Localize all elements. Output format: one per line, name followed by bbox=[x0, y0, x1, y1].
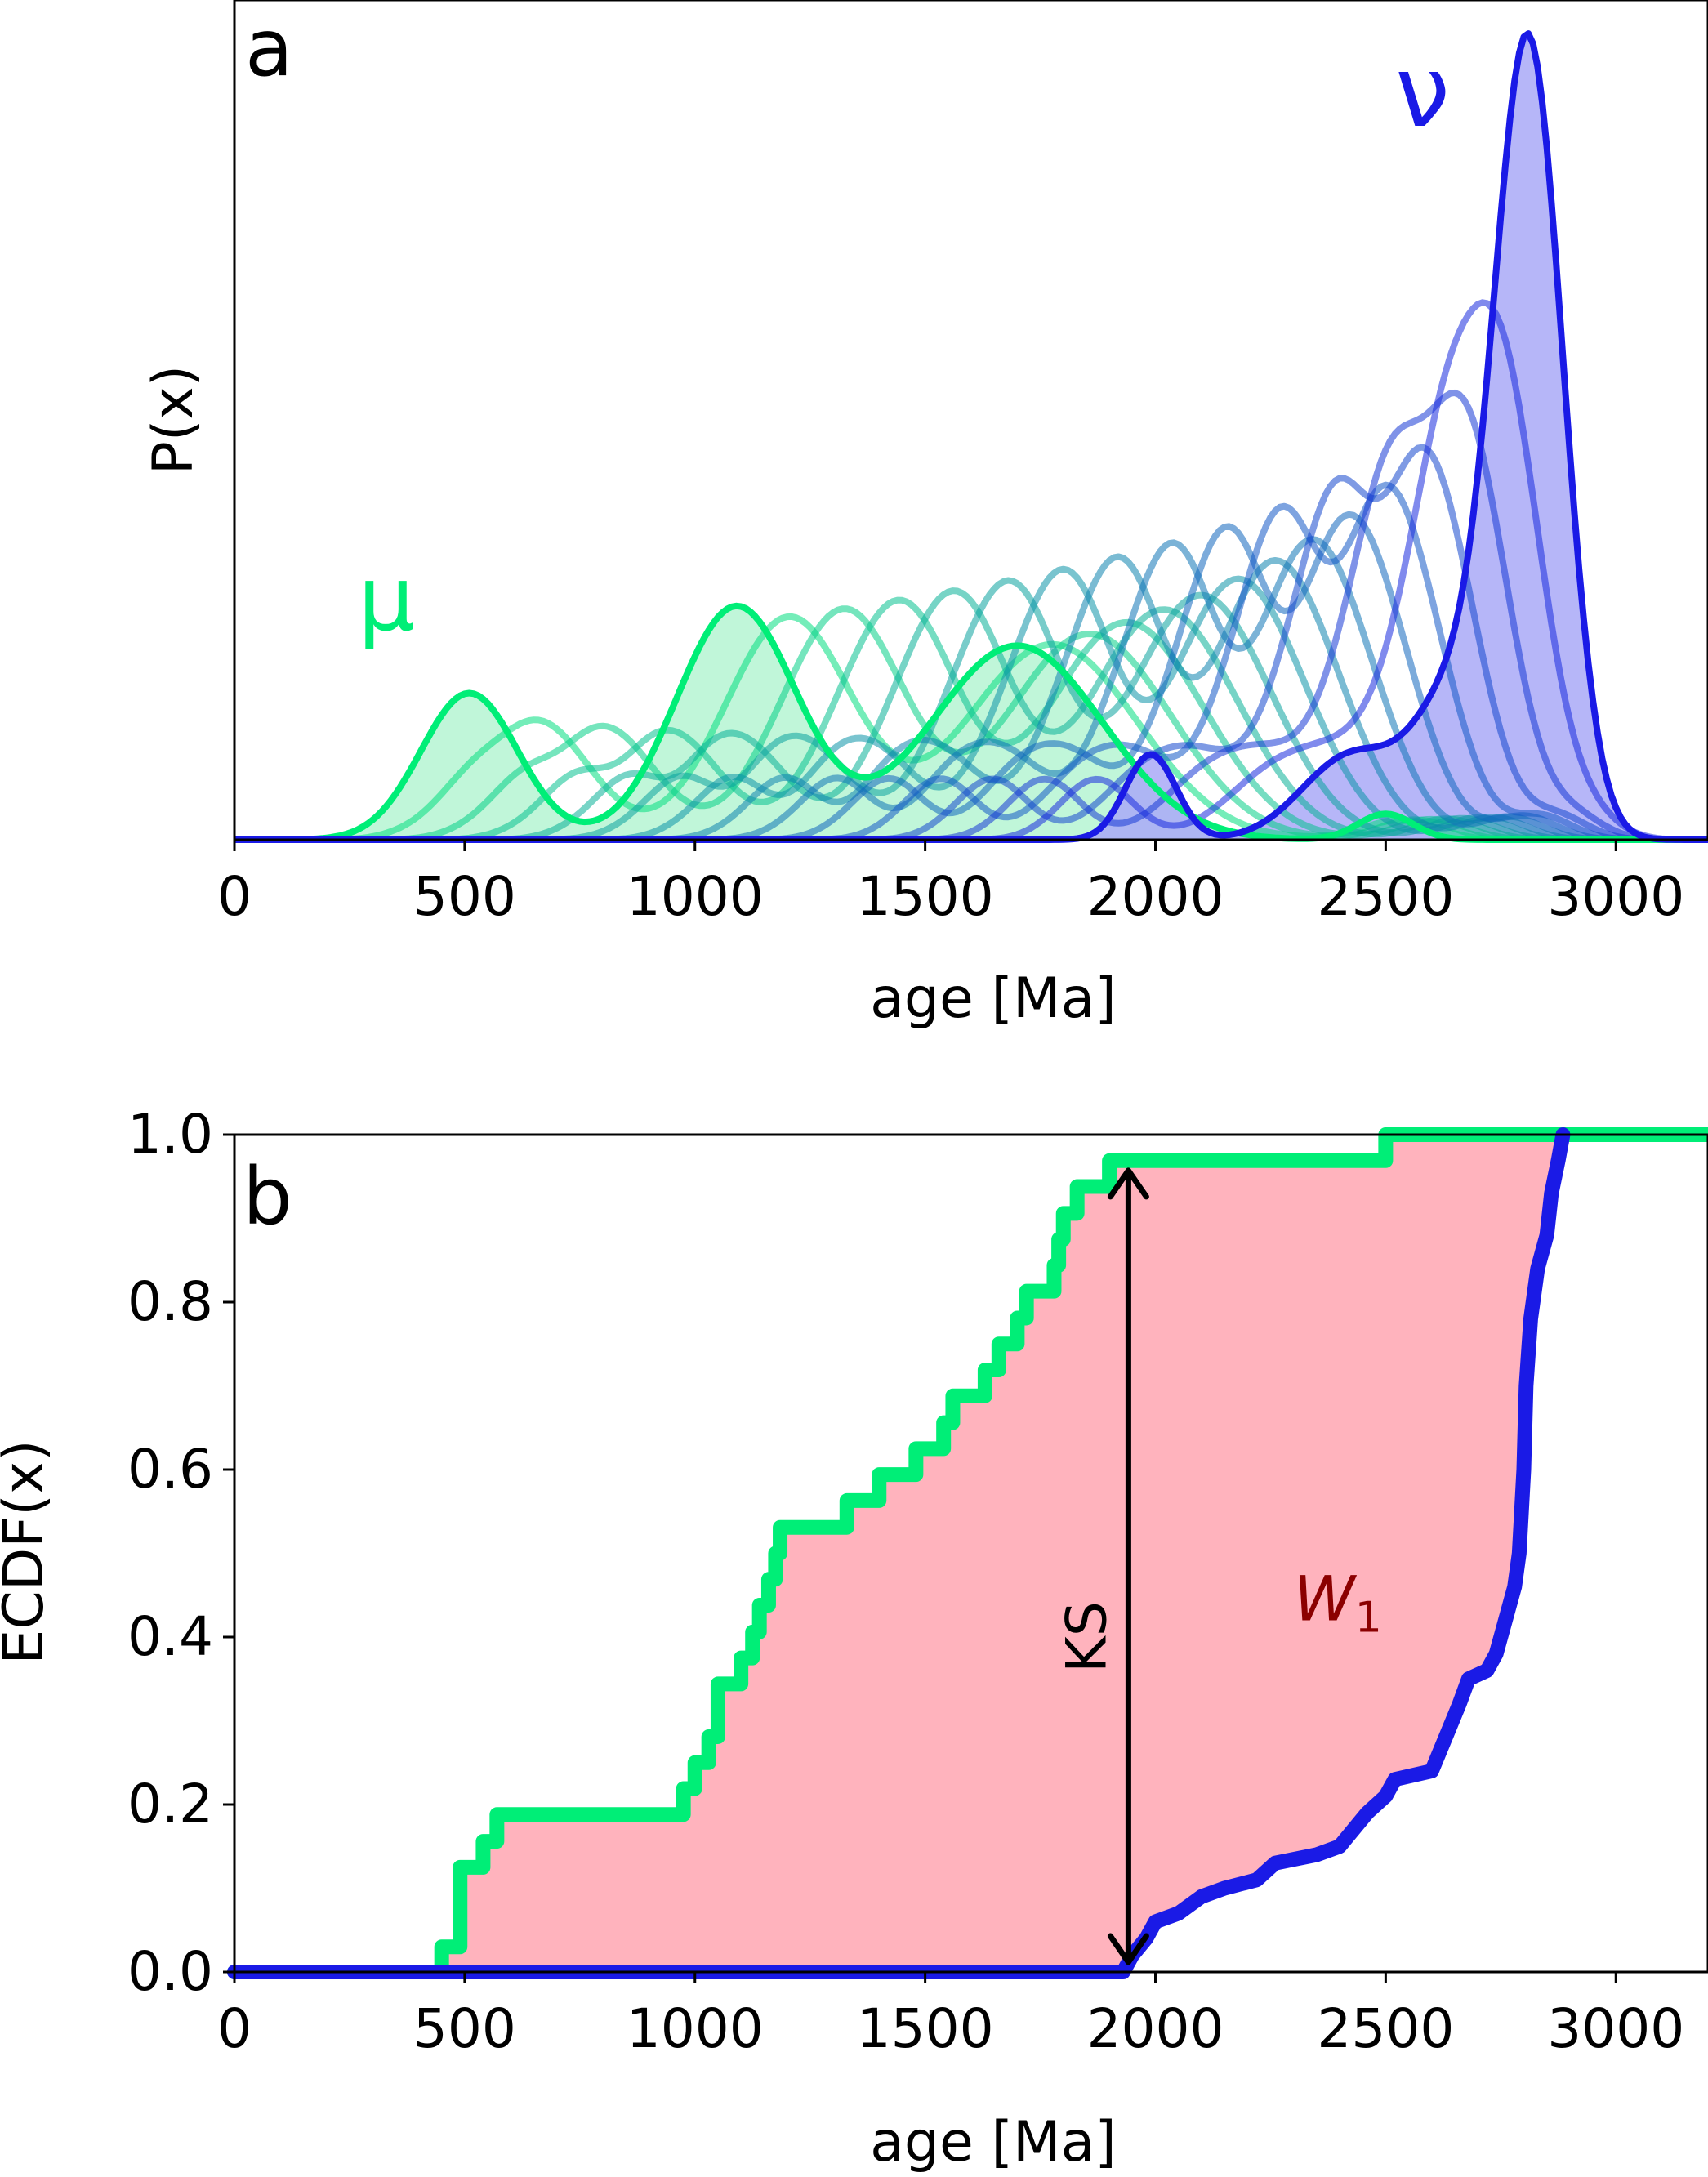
ks-label: KS bbox=[1055, 1601, 1119, 1673]
x-tick-label-a-4: 2000 bbox=[1087, 865, 1224, 928]
nu-pdf-fill bbox=[234, 33, 1708, 841]
w1-label-main: W bbox=[1294, 1563, 1358, 1635]
x-tick-label-b-6: 3000 bbox=[1547, 1997, 1684, 2060]
mu-ecdf-line bbox=[227, 1127, 1708, 1979]
y-axis-label-b: ECDF(x) bbox=[0, 1439, 56, 1664]
w1-label-subscript: 1 bbox=[1355, 1594, 1382, 1643]
panel-label-b: b bbox=[243, 1151, 292, 1242]
x-axis-label-a: age [Ma] bbox=[870, 966, 1117, 1031]
ks-arrow-head-top bbox=[1107, 1167, 1149, 1200]
y-tick-label-b-1: 0.2 bbox=[127, 1773, 213, 1836]
pdf-fills bbox=[234, 33, 1708, 841]
x-tick-label-b-1: 500 bbox=[413, 1997, 516, 2060]
y-tick-label-b-4: 0.8 bbox=[127, 1270, 213, 1333]
y-tick-label-b-0: 0.0 bbox=[127, 1940, 213, 2003]
x-tick-label-a-2: 1000 bbox=[627, 865, 764, 928]
y-ticks-b: 0.0 0.2 0.4 0.6 0.8 1.0 bbox=[127, 1103, 234, 2003]
x-axis-label-b: age [Ma] bbox=[870, 2110, 1117, 2175]
panel-b: 0 500 1000 1500 2000 2500 3000 0.0 0.2 0.4 0.6 0.8… bbox=[0, 1103, 1708, 2175]
x-tick-label-b-2: 1000 bbox=[627, 1997, 764, 2060]
x-tick-label-b-4: 2000 bbox=[1087, 1997, 1224, 2060]
y-tick-label-b-5: 1.0 bbox=[127, 1103, 213, 1166]
y-axis-label-a: P(x) bbox=[141, 365, 206, 475]
x-tick-label-b-5: 2500 bbox=[1317, 1997, 1454, 2060]
x-tick-label-a-5: 2500 bbox=[1317, 865, 1454, 928]
x-tick-label-a-0: 0 bbox=[217, 865, 252, 928]
x-ticks-a: 0 500 1000 1500 2000 2500 3000 bbox=[217, 840, 1684, 928]
x-tick-label-b-3: 1500 bbox=[857, 1997, 994, 2060]
y-tick-label-b-2: 0.4 bbox=[127, 1605, 213, 1668]
nu-label: ν bbox=[1395, 36, 1450, 149]
panel-a: 0 500 1000 1500 2000 2500 3000 a age [Ma] P(x)… bbox=[141, 0, 1708, 1031]
plot-frame-b bbox=[233, 1133, 1708, 1974]
y-tick-label-b-3: 0.6 bbox=[127, 1438, 213, 1501]
mu-pdf-fill bbox=[234, 605, 1708, 840]
x-ticks-b: 0 500 1000 1500 2000 2500 3000 bbox=[217, 1972, 1684, 2060]
x-tick-label-a-6: 3000 bbox=[1547, 865, 1684, 928]
ks-arrow-head-bottom bbox=[1107, 1933, 1149, 1965]
x-tick-label-a-1: 500 bbox=[413, 865, 516, 928]
plot-frame-a bbox=[233, 0, 1708, 841]
interp-pdf-line-2 bbox=[234, 605, 1708, 843]
w1-label: W1 bbox=[1294, 1563, 1382, 1643]
x-tick-label-b-0: 0 bbox=[217, 1997, 252, 2060]
ks-arrow bbox=[1107, 1167, 1149, 1965]
nu-ecdf-line bbox=[227, 1127, 1571, 1979]
panel-label-a: a bbox=[245, 2, 293, 94]
w1-area bbox=[234, 1135, 1708, 1972]
x-tick-label-a-3: 1500 bbox=[857, 865, 994, 928]
mu-label: μ bbox=[358, 546, 415, 651]
